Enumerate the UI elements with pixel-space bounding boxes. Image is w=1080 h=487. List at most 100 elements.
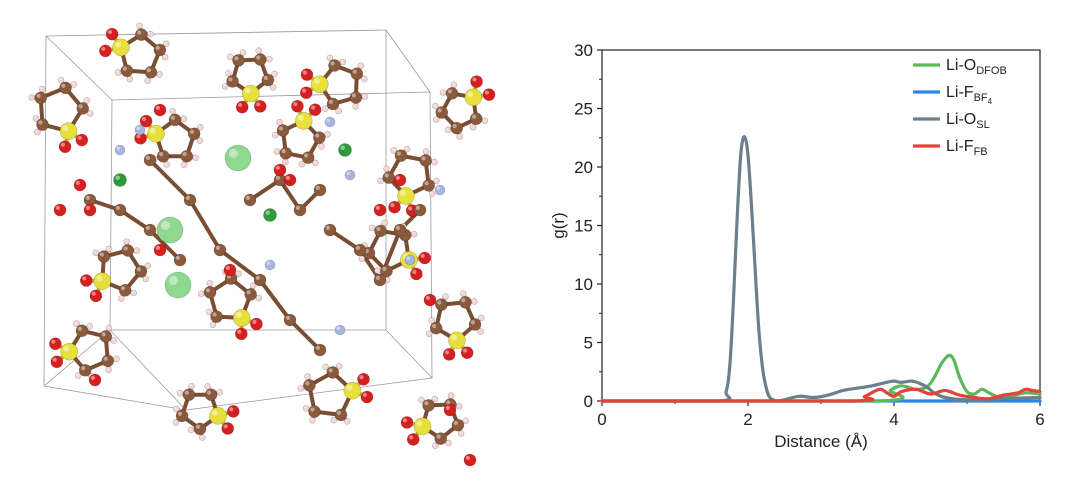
- hydrogen-atom: [145, 78, 151, 84]
- carbon-atom: [37, 119, 49, 131]
- hydrogen-atom: [353, 104, 359, 110]
- oxygen-atom: [374, 204, 386, 216]
- oxygen-atom: [80, 275, 92, 287]
- x-axis-label: Distance (Å): [774, 432, 868, 451]
- carbon-atom: [277, 125, 289, 137]
- carbon-atom: [144, 154, 156, 166]
- hydrogen-atom: [460, 291, 466, 297]
- carbon-atom: [184, 194, 196, 206]
- carbon-atom: [309, 406, 321, 418]
- hydrogen-atom: [181, 162, 187, 168]
- hydrogen-atom: [181, 116, 187, 122]
- y-tick-label: 20: [574, 158, 593, 177]
- carbon-atom: [452, 419, 464, 431]
- oxygen-atom: [254, 100, 266, 112]
- carbon-atom: [194, 423, 206, 435]
- oxygen-atom: [309, 104, 321, 116]
- carbon-atom: [446, 87, 458, 99]
- oxygen-atom: [76, 134, 88, 146]
- carbon-atom: [262, 74, 274, 86]
- hydrogen-atom: [198, 291, 204, 297]
- oxygen-atom: [410, 268, 422, 280]
- lithium-atom: [225, 145, 251, 171]
- oxygen-atom: [236, 101, 248, 113]
- hydrogen-atom: [115, 70, 121, 76]
- oxygen-atom: [74, 179, 86, 191]
- carbon-atom: [122, 245, 134, 257]
- hydrogen-atom: [448, 393, 454, 399]
- oxygen-atom: [301, 69, 313, 81]
- hydrogen-atom: [470, 124, 476, 130]
- carbon-atom: [313, 132, 325, 144]
- carbon-atom: [423, 179, 435, 191]
- hydrogen-atom: [177, 390, 183, 396]
- hydrogen-atom: [205, 383, 211, 389]
- oxygen-atom: [444, 404, 456, 416]
- hydrogen-atom: [423, 148, 429, 154]
- hydrogen-atom: [377, 178, 383, 184]
- legend-entry: Li-ODFOB: [946, 57, 1007, 77]
- carbon-atom: [77, 102, 89, 114]
- hydrogen-atom: [188, 427, 194, 433]
- oxygen-atom: [250, 318, 262, 330]
- carbon-atom: [354, 244, 366, 256]
- legend-entry: Li-FFB: [946, 138, 988, 158]
- oxygen-atom: [89, 374, 101, 386]
- carbon-atom: [451, 122, 463, 134]
- sulfur-atom: [414, 418, 431, 435]
- carbon-atom: [154, 44, 166, 56]
- hydrogen-atom: [29, 94, 35, 100]
- oxygen-atom: [443, 348, 455, 360]
- boron-atom: [114, 174, 127, 187]
- hydrogen-atom: [384, 166, 390, 172]
- carbon-atom: [100, 330, 112, 342]
- hydrogen-atom: [71, 81, 77, 87]
- oxygen-atom: [389, 201, 401, 213]
- hydrogen-atom: [445, 127, 451, 133]
- carbon-atom: [76, 325, 88, 337]
- oxygen-atom: [424, 294, 436, 306]
- sulfur-atom: [242, 85, 259, 102]
- oxygen-atom: [227, 405, 239, 417]
- hydrogen-atom: [193, 155, 199, 161]
- carbon-atom: [244, 194, 256, 206]
- y-tick-label: 10: [574, 275, 593, 294]
- hydrogen-atom: [157, 71, 163, 77]
- carbon-atom: [284, 314, 296, 326]
- hydrogen-atom: [298, 385, 304, 391]
- sulfur-atom: [465, 89, 482, 106]
- hydrogen-atom: [256, 48, 262, 54]
- hydrogen-atom: [362, 94, 368, 100]
- hydrogen-atom: [170, 108, 176, 114]
- oxygen-atom: [54, 204, 66, 216]
- carbon-atom: [351, 68, 363, 80]
- carbon-atom: [135, 29, 147, 41]
- x-tick-label: 2: [743, 410, 752, 429]
- carbon-atom: [383, 172, 395, 184]
- hydrogen-atom: [147, 31, 153, 37]
- hydrogen-atom: [282, 159, 288, 165]
- carbon-atom: [327, 366, 339, 378]
- hydrogen-atom: [256, 295, 262, 301]
- carbon-atom: [374, 274, 386, 286]
- carbon-atom: [233, 54, 245, 66]
- oxygen-atom: [90, 290, 102, 302]
- oxygen-atom: [222, 423, 234, 435]
- hydrogen-atom: [309, 417, 315, 423]
- atoms: [29, 23, 495, 466]
- carbon-atom: [435, 433, 447, 445]
- sulfur-atom: [113, 39, 130, 56]
- carbon-atom: [435, 299, 447, 311]
- legend-entry: Li-OSL: [946, 111, 990, 131]
- y-tick-label: 0: [584, 392, 593, 411]
- carbon-atom: [35, 92, 47, 104]
- carbon-atom: [303, 379, 315, 391]
- carbon-atom: [114, 204, 126, 216]
- oxygen-atom: [361, 391, 373, 403]
- carbon-atom: [176, 410, 188, 422]
- oxygen-atom: [274, 164, 286, 176]
- hydrogen-atom: [369, 225, 375, 231]
